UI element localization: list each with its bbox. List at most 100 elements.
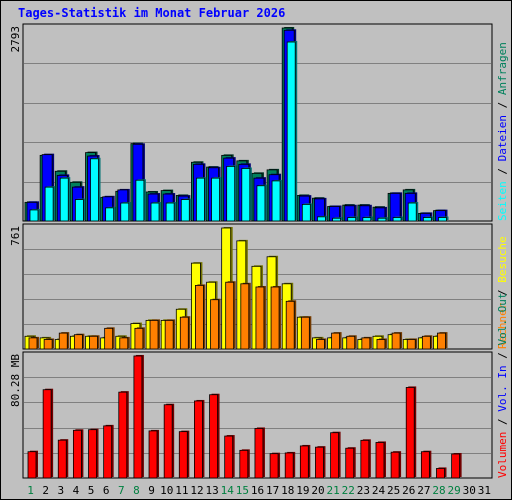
bar-seiten-day-23 — [362, 217, 372, 222]
bar-volumen-day-17 — [269, 453, 279, 479]
bar-volumen-day-12 — [194, 400, 203, 479]
legend-item: Besuche — [496, 236, 509, 282]
legend-separator: / — [496, 346, 509, 366]
y-max-label: 761 — [9, 226, 22, 246]
x-tick-label-15: 15 — [236, 484, 249, 497]
y-max-label: 80.28 MB — [9, 354, 22, 407]
bar-rechner-day-18 — [285, 300, 295, 350]
bar-rechner-day-23 — [361, 337, 371, 350]
bar-seiten-day-22 — [347, 217, 357, 222]
bar-rechner-day-14 — [225, 281, 235, 350]
bar-volumen-day-23 — [360, 439, 370, 479]
y-max-label: 2793 — [9, 26, 22, 53]
bar-seiten-day-14 — [226, 166, 236, 222]
legend-item: Anfragen — [496, 42, 509, 95]
x-tick-label-30: 30 — [463, 484, 476, 497]
legend-separator: / — [496, 161, 509, 181]
bar-volumen-day-18 — [284, 452, 294, 479]
bar-volumen-day-19 — [299, 445, 309, 479]
bar-seiten-day-24 — [377, 217, 387, 222]
bar-seiten-day-2 — [44, 186, 54, 222]
bar-rechner-day-7 — [119, 337, 129, 350]
bar-rechner-day-5 — [89, 335, 98, 350]
x-tick-label-19: 19 — [296, 484, 309, 497]
bar-seiten-day-11 — [180, 199, 190, 222]
bar-seiten-day-19 — [301, 204, 311, 222]
legend-item: Vol. Out — [496, 293, 509, 346]
x-tick-label-24: 24 — [372, 484, 386, 497]
bar-volumen-day-26 — [405, 387, 415, 479]
bar-seiten-day-27 — [422, 217, 432, 222]
bar-volumen-day-2 — [42, 389, 52, 479]
bar-rechner-day-10 — [164, 319, 174, 350]
bar-seiten-day-4 — [74, 199, 84, 222]
legend-visits: Rechner / Besuche — [496, 236, 509, 349]
x-tick-label-9: 9 — [148, 484, 155, 497]
legend-requests: Seiten / Dateien / Anfragen — [496, 42, 509, 221]
x-tick-label-16: 16 — [251, 484, 264, 497]
x-tick-label-6: 6 — [103, 484, 110, 497]
legend-volume: Volumen / Vol. In / Vol. Out — [496, 293, 509, 478]
bar-seiten-day-8 — [135, 179, 145, 222]
bar-volumen-day-16 — [254, 428, 264, 479]
bar-volumen-day-20 — [315, 446, 324, 479]
bar-volumen-day-15 — [239, 449, 249, 479]
x-tick-label-23: 23 — [357, 484, 370, 497]
bar-seiten-day-10 — [165, 202, 175, 222]
x-tick-label-1: 1 — [27, 484, 34, 497]
x-tick-label-2: 2 — [42, 484, 49, 497]
bar-rechner-day-1 — [28, 337, 38, 350]
bar-rechner-day-11 — [179, 316, 189, 350]
bar-rechner-day-24 — [376, 339, 386, 350]
x-tick-label-18: 18 — [281, 484, 294, 497]
bar-seiten-day-20 — [317, 216, 326, 222]
x-tick-label-25: 25 — [387, 484, 400, 497]
legend-item: Seiten — [496, 181, 509, 221]
bar-rechner-day-27 — [421, 335, 431, 350]
bar-volumen-day-22 — [345, 447, 355, 479]
bar-volumen-day-7 — [118, 391, 128, 479]
bar-rechner-day-13 — [210, 299, 219, 350]
legend-item: Dateien — [496, 115, 509, 161]
x-tick-label-22: 22 — [342, 484, 355, 497]
bar-rechner-day-17 — [270, 286, 280, 350]
bar-seiten-day-15 — [241, 168, 251, 222]
bar-rechner-day-20 — [316, 339, 325, 350]
x-tick-label-3: 3 — [58, 484, 65, 497]
bar-volumen-day-4 — [72, 429, 82, 479]
x-tick-label-7: 7 — [118, 484, 125, 497]
bar-seiten-day-3 — [59, 177, 69, 222]
x-tick-label-26: 26 — [402, 484, 415, 497]
bar-volumen-day-11 — [178, 431, 188, 479]
bar-volumen-day-24 — [375, 442, 385, 479]
bar-seiten-day-26 — [407, 202, 417, 222]
bar-volumen-day-28 — [436, 468, 445, 479]
bar-seiten-day-13 — [211, 177, 220, 222]
bar-seiten-day-25 — [392, 217, 402, 222]
bar-rechner-day-8 — [134, 327, 144, 350]
bar-volumen-day-5 — [88, 429, 97, 479]
bar-seiten-day-16 — [256, 185, 266, 222]
bar-volumen-day-21 — [330, 432, 339, 479]
bar-rechner-day-28 — [437, 332, 446, 350]
bar-volumen-day-3 — [57, 439, 67, 479]
legend-item: Rechner — [496, 302, 509, 349]
x-tick-label-13: 13 — [205, 484, 218, 497]
bar-rechner-day-15 — [240, 283, 250, 350]
bar-rechner-day-2 — [43, 339, 53, 350]
bar-rechner-day-3 — [58, 332, 68, 350]
chart-title: Tages-Statistik im Monat Februar 2026 — [18, 6, 286, 20]
bar-seiten-day-17 — [271, 180, 281, 222]
x-tick-label-5: 5 — [88, 484, 95, 497]
bar-seiten-day-28 — [438, 217, 447, 222]
bar-seiten-day-6 — [105, 207, 115, 222]
bar-rechner-day-19 — [300, 316, 310, 350]
bar-volumen-day-8 — [133, 355, 143, 479]
bar-volumen-day-1 — [27, 451, 37, 479]
legend-item: Volumen — [496, 432, 509, 478]
bar-rechner-day-22 — [346, 335, 356, 350]
x-tick-label-31: 31 — [478, 484, 491, 497]
x-tick-label-28: 28 — [432, 484, 445, 497]
bar-volumen-day-27 — [420, 451, 430, 479]
